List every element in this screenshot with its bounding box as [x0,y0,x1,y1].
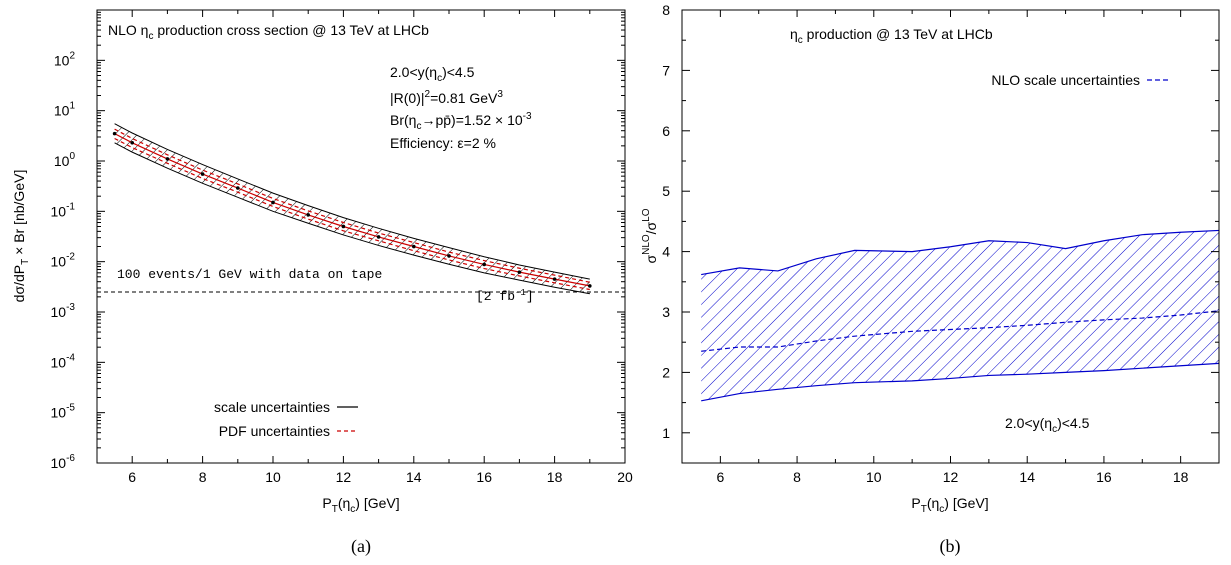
chart-b-xlabel: PT(ηc) [GeV] [911,495,988,515]
chart-b-legend: NLO scale uncertainties [991,72,1170,88]
annotation-efficiency: Efficiency: ε=2 % [390,135,496,151]
x-tick-label: 14 [1019,469,1035,485]
nlo-central-line [701,310,1219,352]
y-tick-label: 2 [662,364,670,380]
threshold-label: 100 events/1 GeV with data on tape [117,267,382,282]
x-tick-label: 12 [943,469,959,485]
y-tick-label: 10-1 [51,201,76,219]
y-tick-label: 101 [54,101,76,119]
y-tick-label: 10-5 [51,403,76,421]
x-tick-label: 8 [199,469,207,485]
x-tick-label: 12 [336,469,352,485]
pdf-lower-line [114,137,590,291]
chart-b-frame [681,9,1220,464]
annotation-wavefunction: |R(0)|2=0.81 GeV3 [390,89,503,106]
x-tick-label: 10 [265,469,281,485]
y-tick-label: 6 [662,123,670,139]
y-tick-label: 8 [662,2,670,18]
x-tick-label: 20 [617,469,633,485]
lumi-label: [2 fb-1] [476,288,534,304]
x-tick-label: 6 [128,469,136,485]
chart-b-title: ηc production @ 13 TeV at LHCb [790,26,993,46]
central-points [112,131,592,288]
chart-b-plot [701,229,1219,402]
y-tick-label: 10-3 [51,302,76,320]
data-point [200,172,205,176]
data-point [165,157,170,161]
data-point [376,235,381,239]
y-tick-label: 1 [662,425,670,441]
chart-a-frame [96,9,626,464]
data-point [517,270,522,274]
x-tick-label: 18 [1173,469,1189,485]
nlo-upper-line [701,229,1219,276]
data-point [447,254,451,258]
central-line [114,133,590,287]
data-point [112,131,117,136]
data-point [236,186,240,190]
annotation-branching: Br(ηc→pp̄)=1.52 × 10-3 [390,111,532,132]
y-tick-label: 4 [662,244,670,260]
y-tick-label: 10-2 [51,252,76,270]
legend-pdf-label: PDF uncertainties [219,423,330,439]
chart-a-plot [97,123,625,295]
pdf-upper-line [114,128,590,283]
y-tick-label: 5 [662,183,670,199]
x-tick-label: 10 [866,469,882,485]
x-tick-label: 6 [716,469,724,485]
chart-a: 6 8 10 12 14 16 18 20 10-6 10-5 10-4 10-3 10-2 10-1 10… [11,9,633,557]
x-tick-label: 18 [547,469,563,485]
legend-scale-label: scale uncertainties [214,399,330,415]
chart-b-caption: (b) [940,536,961,557]
data-point [552,277,557,281]
data-point [271,200,275,205]
annotation-rapidity-b: 2.0<y(ηc)<4.5 [1005,415,1090,435]
y-tick-label: 102 [54,50,76,68]
legend-nlo-label: NLO scale uncertainties [991,72,1140,88]
x-tick-label: 16 [1096,469,1112,485]
nlo-scale-band [701,230,1219,401]
data-point [341,224,346,229]
annotation-rapidity-a: 2.0<y(ηc)<4.5 [390,64,475,84]
data-point [306,213,311,217]
nlo-lower-line [701,362,1219,402]
chart-a-caption: (a) [351,536,371,557]
chart-a-ylabel: dσ/dPT × Br [nb/GeV] [11,170,31,303]
y-tick-label: 10-4 [51,352,76,370]
scale-upper-line [114,123,590,280]
data-point [482,262,487,267]
chart-a-title: NLO ηc production cross section @ 13 TeV… [108,22,429,42]
data-point [412,244,416,249]
chart-a-xlabel: PT(ηc) [GeV] [322,495,399,515]
chart-a-legend: scale uncertainties PDF uncertainties [214,399,358,439]
chart-a-ticks: 6 8 10 12 14 16 18 20 10-6 10-5 10-4 10-3 10-2 10-1 10… [51,10,633,485]
y-tick-label: 100 [54,151,76,169]
x-tick-label: 14 [406,469,422,485]
x-tick-label: 8 [793,469,801,485]
data-point [588,284,592,288]
chart-b-ylabel: σNLO/σLO [641,208,659,263]
scale-lower-line [114,142,590,295]
y-tick-label: 7 [662,62,670,78]
x-tick-label: 16 [476,469,492,485]
y-tick-label: 3 [662,304,670,320]
data-point [130,140,134,145]
y-tick-label: 10-6 [51,453,76,471]
